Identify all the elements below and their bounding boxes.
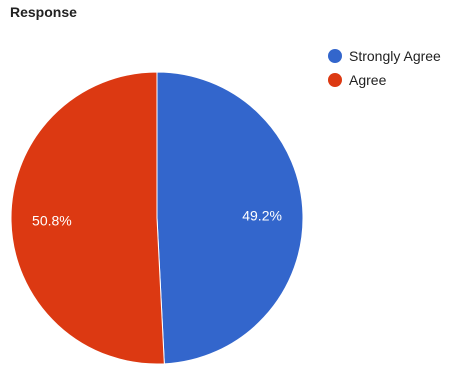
slice-label-agree: 50.8% bbox=[32, 213, 72, 229]
slice-label-strongly-agree: 49.2% bbox=[242, 207, 282, 223]
legend: Strongly Agree Agree bbox=[328, 44, 441, 92]
pie-slice-agree[interactable] bbox=[10, 71, 165, 365]
legend-item-strongly-agree[interactable]: Strongly Agree bbox=[328, 44, 441, 68]
legend-item-agree[interactable]: Agree bbox=[328, 68, 441, 92]
legend-label-agree: Agree bbox=[349, 72, 387, 88]
pie-slice-strongly-agree[interactable] bbox=[156, 71, 304, 365]
legend-label-strongly-agree: Strongly Agree bbox=[349, 48, 441, 64]
legend-swatch-strongly-agree bbox=[328, 49, 342, 63]
legend-swatch-agree bbox=[328, 73, 342, 87]
chart-title: Response bbox=[10, 4, 77, 20]
